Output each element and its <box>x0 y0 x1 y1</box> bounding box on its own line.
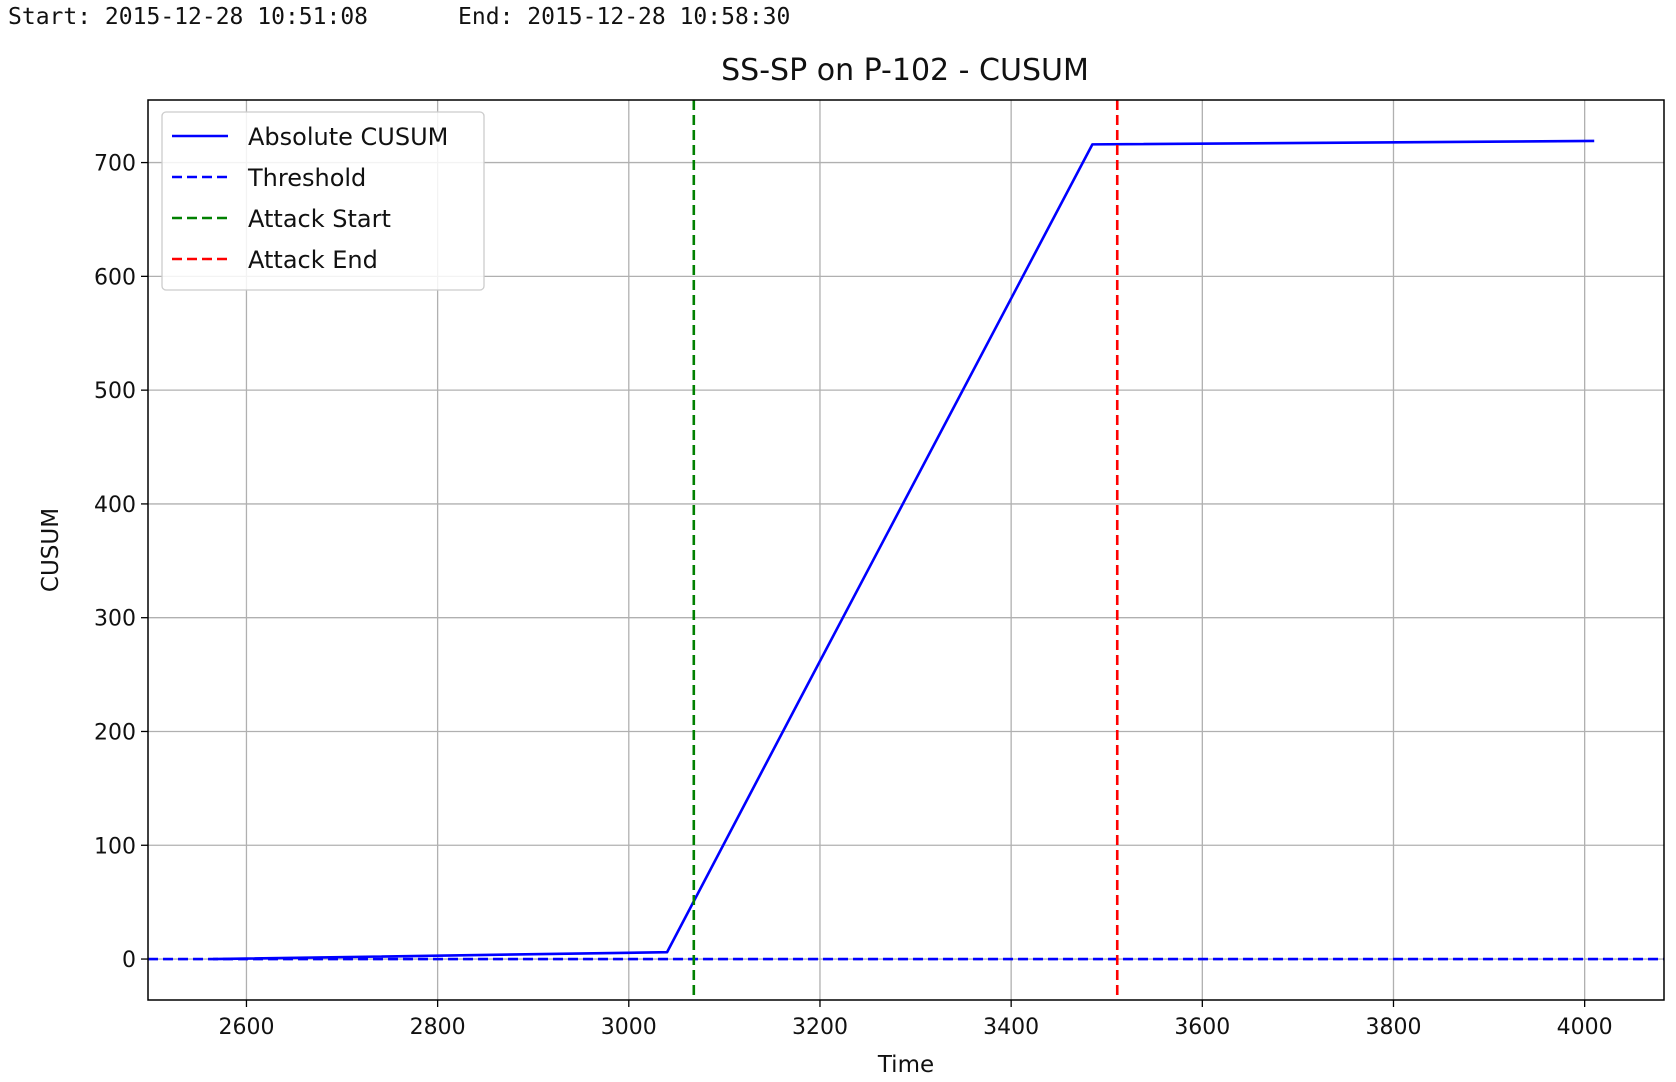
y-tick-label: 0 <box>122 948 136 973</box>
y-tick-label: 600 <box>94 265 136 290</box>
chart-title: SS-SP on P-102 - CUSUM <box>721 53 1089 88</box>
grid <box>148 100 1664 1000</box>
x-tick-label: 3600 <box>1174 1015 1230 1040</box>
end-time-text: End: 2015-12-28 10:58:30 <box>458 4 791 30</box>
axis-ticks: 2600 2800 3000 3200 3400 3600 3800 4000 0 100 200 3… <box>94 152 1613 1040</box>
legend-label-absolute-cusum: Absolute CUSUM <box>248 123 448 151</box>
legend-label-threshold: Threshold <box>247 164 366 192</box>
y-tick-label: 300 <box>94 607 136 632</box>
x-tick-label: 3400 <box>983 1015 1039 1040</box>
legend-label-attack-start: Attack Start <box>248 205 391 233</box>
x-tick-label: 3000 <box>601 1015 657 1040</box>
start-time-text: Start: 2015-12-28 10:51:08 <box>8 4 369 30</box>
y-tick-label: 400 <box>94 493 136 518</box>
legend-box <box>161 111 485 291</box>
y-tick-label: 100 <box>94 834 136 859</box>
x-tick-label: 3200 <box>792 1015 848 1040</box>
y-tick-label: 200 <box>94 720 136 745</box>
x-axis-label: Time <box>877 1052 934 1078</box>
y-tick-label: 500 <box>94 379 136 404</box>
series-line-absolute-cusum <box>212 139 1595 961</box>
legend: Absolute CUSUM Threshold Attack Start Attac… <box>161 111 485 291</box>
header-bar: Start: 2015-12-28 10:51:08 End: 2015-12-2… <box>8 4 790 30</box>
plot-frame <box>147 99 1665 1001</box>
data-lines <box>148 100 1664 1000</box>
x-tick-label: 3800 <box>1365 1015 1421 1040</box>
legend-label-attack-end: Attack End <box>248 246 378 274</box>
x-tick-label: 4000 <box>1557 1015 1613 1040</box>
x-tick-label: 2800 <box>410 1015 466 1040</box>
y-axis-label: CUSUM <box>38 508 64 592</box>
x-tick-label: 2600 <box>218 1015 274 1040</box>
y-tick-label: 700 <box>94 152 136 177</box>
